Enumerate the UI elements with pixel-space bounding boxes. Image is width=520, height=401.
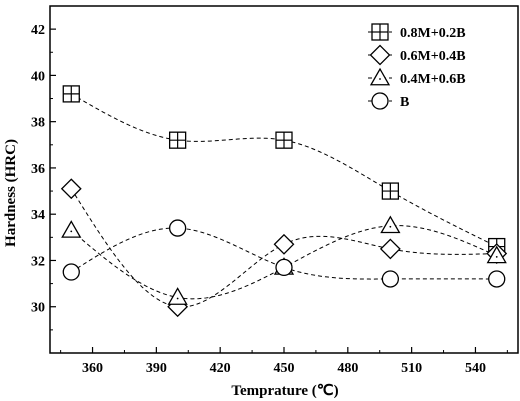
data-point-series-1 xyxy=(168,131,187,149)
legend-label-3: 0.4M+0.6B xyxy=(400,72,466,87)
y-tick-label: 36 xyxy=(31,162,45,177)
y-tick-label: 32 xyxy=(31,254,45,269)
data-point-series-3 xyxy=(61,220,82,238)
data-point-series-1 xyxy=(381,182,400,200)
y-tick-label: 42 xyxy=(31,23,45,38)
data-point-series-4 xyxy=(381,270,400,288)
legend-label-1: 0.8M+0.2B xyxy=(400,26,466,41)
data-point-series-4 xyxy=(275,258,293,277)
x-tick-label: 390 xyxy=(146,361,167,376)
data-point-series-3 xyxy=(380,215,401,234)
data-point-series-2 xyxy=(273,233,295,255)
y-axis-title: Hardness (HRC) xyxy=(3,139,19,247)
x-tick-label: 480 xyxy=(337,361,358,376)
legend-marker-4 xyxy=(371,92,389,110)
data-point-series-1 xyxy=(275,131,293,149)
data-point-series-4 xyxy=(62,263,80,281)
series-curve-1 xyxy=(71,93,497,248)
legend-marker-1 xyxy=(371,23,389,41)
x-tick-label: 450 xyxy=(274,361,295,376)
data-point-series-4 xyxy=(168,219,187,237)
x-axis-title: Temprature (℃) xyxy=(231,383,338,399)
legend-marker-3 xyxy=(369,67,391,86)
legend-label-2: 0.6M+0.4B xyxy=(400,49,466,64)
data-point-series-3 xyxy=(167,287,188,305)
data-point-series-2 xyxy=(379,238,401,260)
x-tick-label: 510 xyxy=(401,361,422,376)
data-point-series-1 xyxy=(62,85,80,103)
y-tick-label: 34 xyxy=(31,208,45,223)
x-tick-label: 420 xyxy=(210,361,231,376)
x-tick-label: 360 xyxy=(82,361,103,376)
legend-marker-2 xyxy=(369,44,391,66)
data-point-series-2 xyxy=(60,178,82,200)
series-curve-4 xyxy=(71,227,497,280)
y-tick-label: 30 xyxy=(31,301,45,316)
x-tick-label: 540 xyxy=(465,361,486,376)
legend-label-4: B xyxy=(400,95,409,110)
y-tick-label: 40 xyxy=(31,69,45,84)
data-point-series-3 xyxy=(486,245,507,264)
data-point-series-4 xyxy=(488,270,506,288)
y-tick-label: 38 xyxy=(31,116,45,131)
